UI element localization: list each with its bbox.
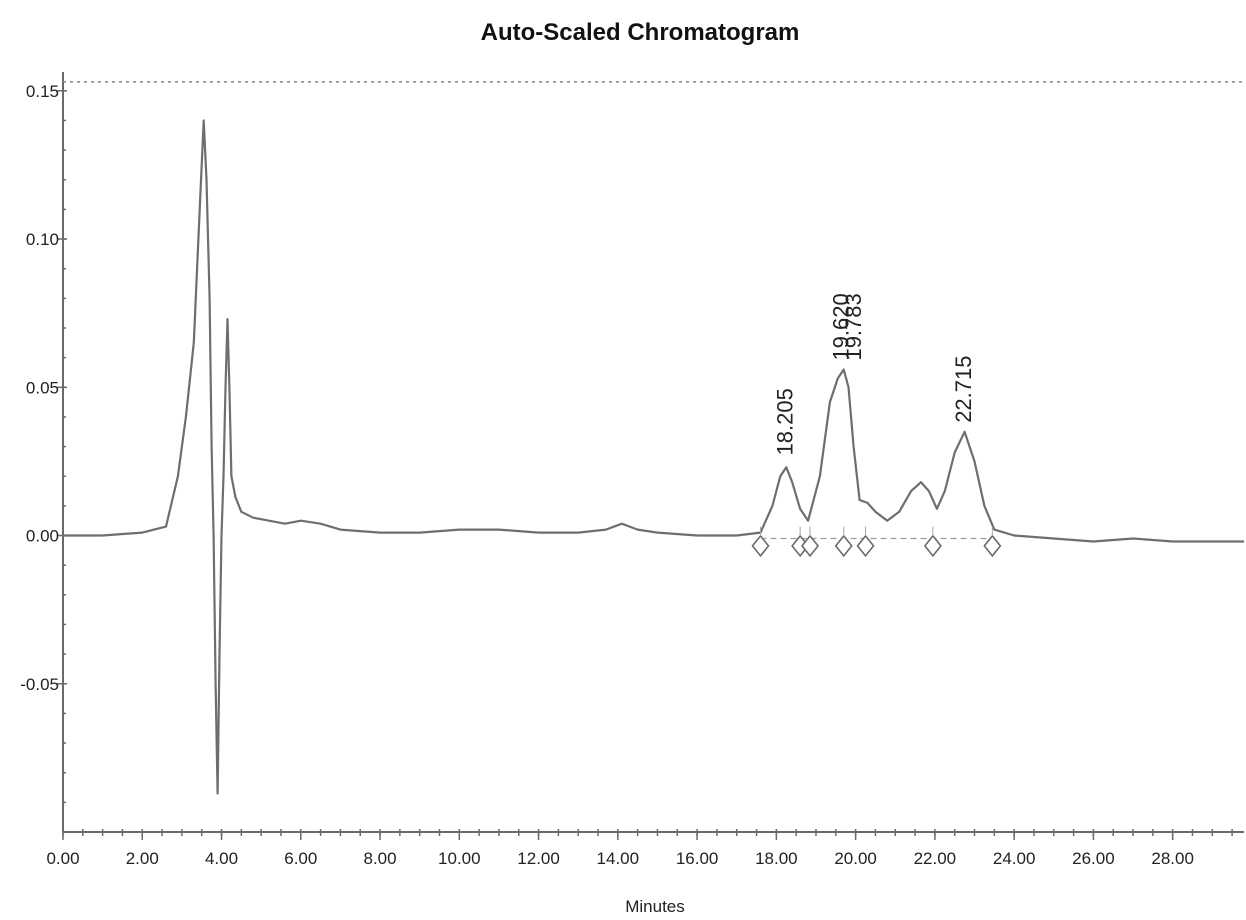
peak-label: 19.620 (829, 293, 854, 360)
y-tick-label: 0.00 (26, 527, 59, 546)
integration-marker (751, 534, 770, 558)
integration-marker (856, 534, 875, 558)
x-tick-label: 12.00 (517, 849, 560, 868)
axes: -0.05 0.00 0.05 0.10 0.15 0.00 2.00 4.00 6.00 8.0… (20, 72, 1244, 868)
x-tick-label: 2.00 (126, 849, 159, 868)
x-tick-label: 18.00 (755, 849, 798, 868)
integration-marker (801, 534, 820, 558)
peak-label: 18.205 (772, 388, 797, 455)
x-tick-label: 16.00 (676, 849, 719, 868)
chromatogram-trace (63, 119, 1244, 795)
integration-marker (923, 534, 942, 558)
y-tick-label: 0.15 (26, 82, 59, 101)
chart-title: Auto-Scaled Chromatogram (481, 19, 800, 46)
x-tick-label: 20.00 (834, 849, 877, 868)
y-tick-label: 0.10 (26, 230, 59, 249)
x-tick-label: 24.00 (993, 849, 1036, 868)
y-tick-label: -0.05 (20, 675, 59, 694)
x-tick-label: 10.00 (438, 849, 481, 868)
x-tick-label: 4.00 (205, 849, 238, 868)
x-tick-label: 8.00 (364, 849, 397, 868)
x-tick-label: 14.00 (597, 849, 640, 868)
x-axis-label: Minutes (625, 897, 685, 916)
peak-label: 22.715 (951, 356, 976, 423)
peak-label: 19.783 (841, 293, 866, 360)
x-tick-label: 28.00 (1151, 849, 1194, 868)
x-tick-label: 0.00 (46, 849, 79, 868)
y-tick-label: 0.05 (26, 378, 59, 397)
x-tick-label: 22.00 (914, 849, 957, 868)
x-tick-label: 6.00 (284, 849, 317, 868)
integration-marker (834, 534, 853, 558)
integration-marker (983, 534, 1002, 558)
x-tick-label: 26.00 (1072, 849, 1115, 868)
